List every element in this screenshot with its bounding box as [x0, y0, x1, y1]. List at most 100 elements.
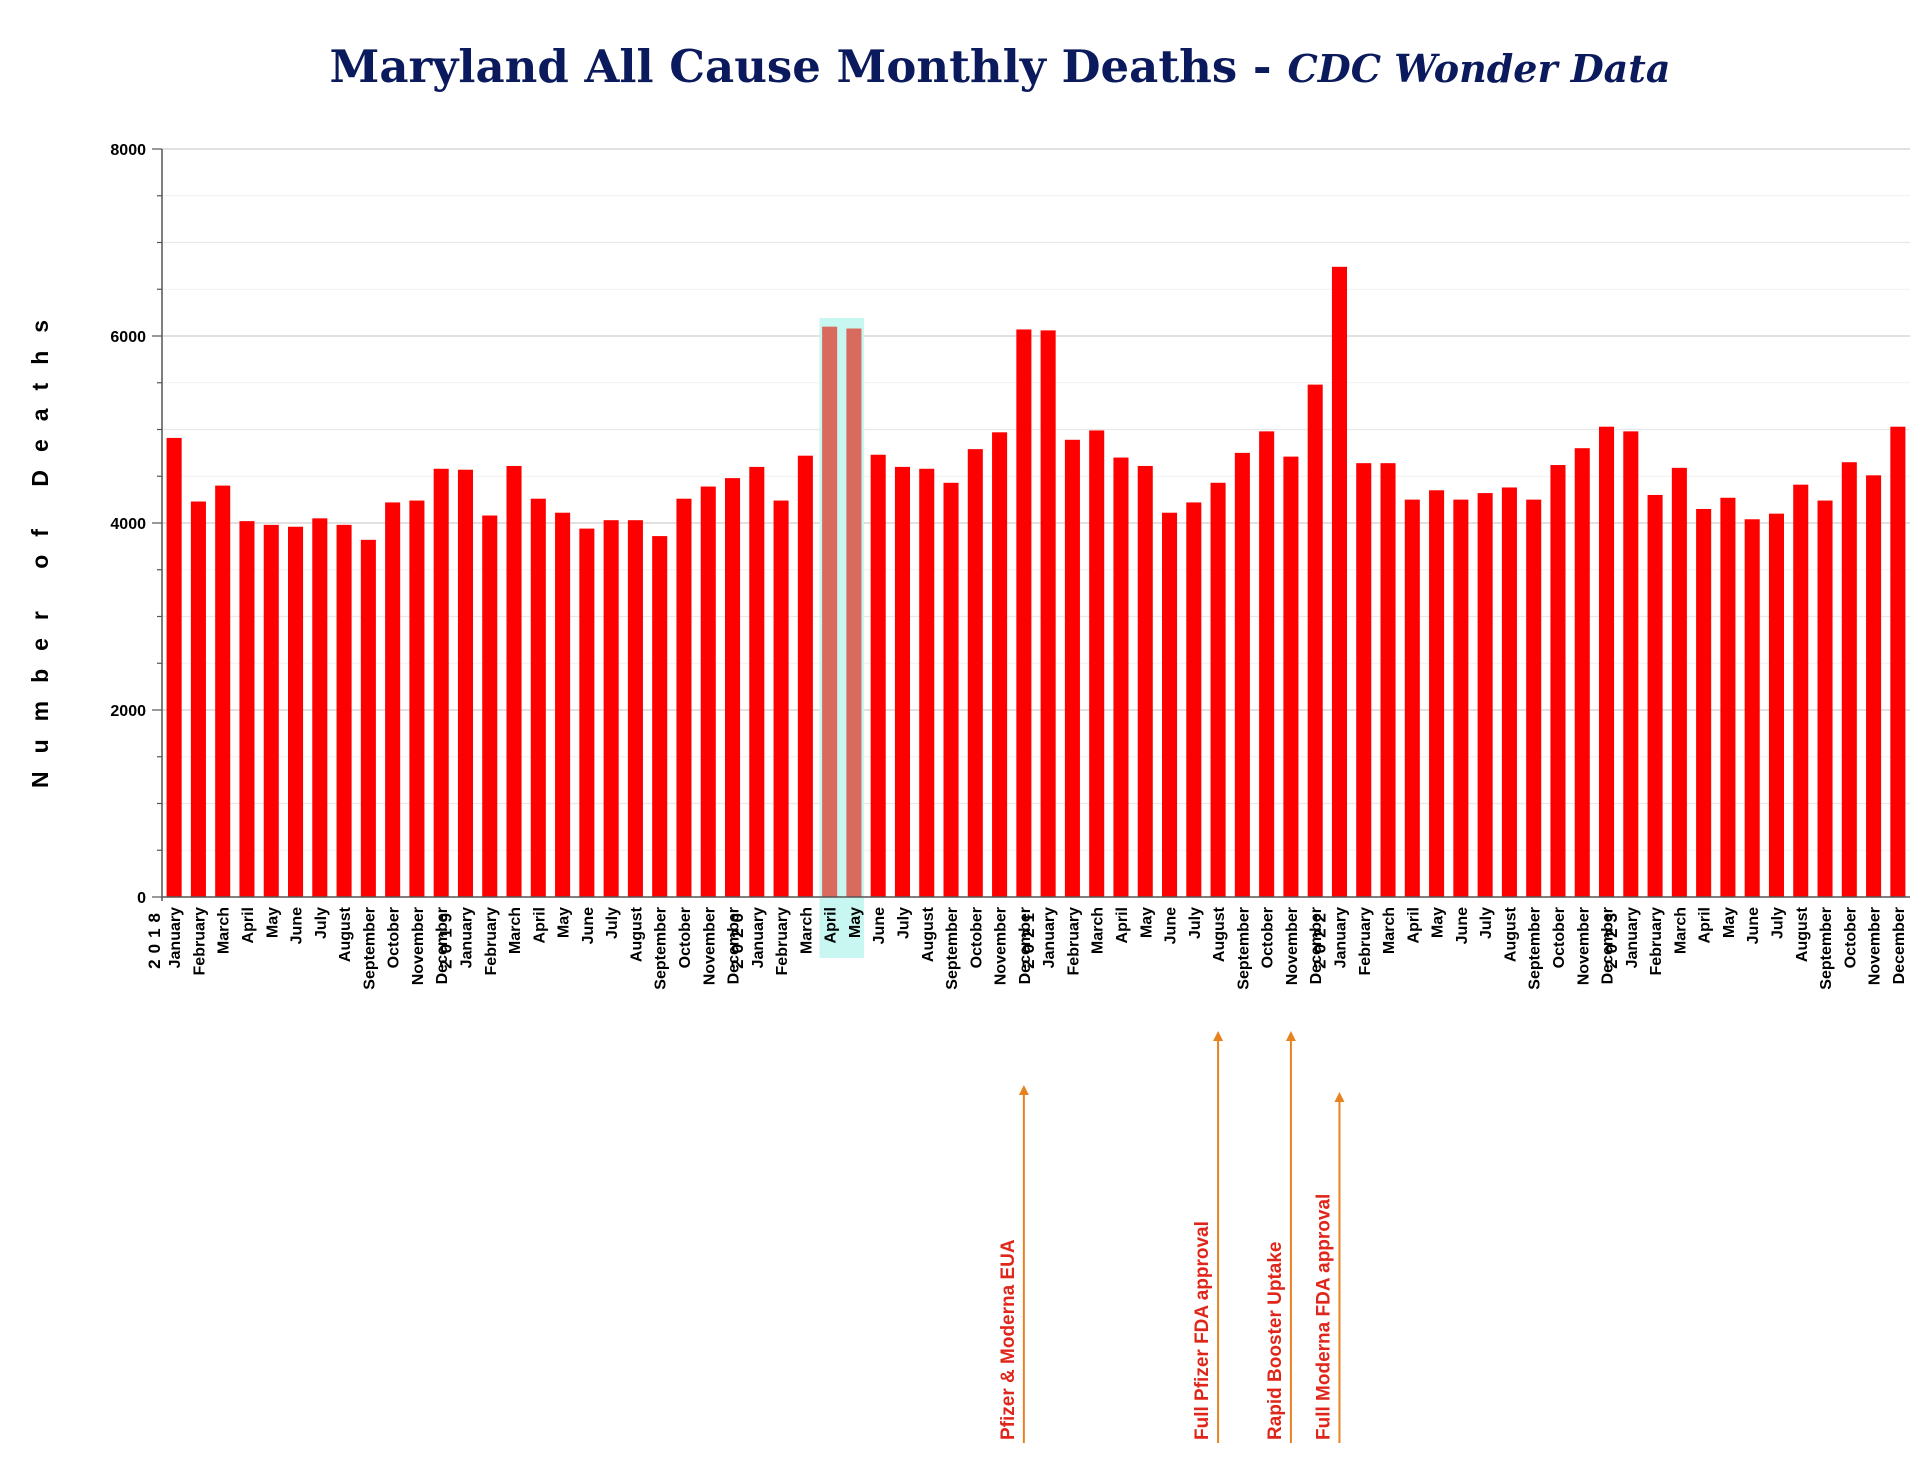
- bar: [943, 482, 959, 897]
- x-tick-label: February: [774, 907, 791, 976]
- year-label: 2022: [1310, 907, 1329, 969]
- bar: [1477, 493, 1493, 897]
- bar: [166, 437, 182, 897]
- x-tick-label: July: [604, 907, 621, 939]
- x-tick-label: February: [1648, 907, 1665, 976]
- x-tick-label: April: [531, 907, 548, 943]
- x-tick-label: November: [701, 907, 718, 985]
- year-label: 2018: [145, 907, 164, 969]
- x-tick-label: October: [677, 907, 694, 968]
- x-tick-label: August: [628, 906, 645, 962]
- bar: [288, 526, 304, 897]
- x-tick-label: March: [216, 907, 233, 954]
- x-tick-label: August: [1211, 906, 1228, 962]
- x-tick-label: March: [798, 907, 815, 954]
- bar: [725, 478, 741, 897]
- bar: [1817, 500, 1833, 897]
- x-tick-label: December: [1308, 907, 1325, 984]
- x-tick-label: December: [434, 907, 451, 984]
- x-tick-label: February: [191, 907, 208, 976]
- bar: [1671, 467, 1687, 897]
- bar: [385, 502, 401, 897]
- annotation-arrowhead: [1285, 1031, 1296, 1041]
- x-tick-label: October: [386, 907, 403, 968]
- x-tick-label: May: [1430, 907, 1447, 938]
- bar: [1064, 439, 1080, 897]
- bar: [1331, 266, 1347, 897]
- annotation-label: Rapid Booster Uptake: [1265, 1242, 1286, 1440]
- bar: [967, 449, 983, 897]
- y-tick-label: 4000: [110, 516, 146, 533]
- x-tick-label: January: [1624, 907, 1641, 968]
- x-tick-label: October: [1842, 907, 1859, 968]
- bar: [627, 520, 643, 897]
- x-tick-label: September: [1235, 907, 1252, 990]
- y-axis-label: Number of Deaths: [27, 302, 53, 788]
- bar: [555, 512, 571, 897]
- chart-title-main: Maryland All Cause Monthly Deaths -: [330, 40, 1272, 93]
- x-tick-label: November: [1284, 907, 1301, 985]
- bar: [749, 466, 765, 897]
- bar: [1744, 519, 1760, 897]
- bar: [846, 328, 862, 897]
- bar: [457, 469, 473, 897]
- x-tick-label: December: [1017, 907, 1034, 984]
- x-tick-label: November: [1575, 907, 1592, 985]
- bar: [797, 455, 813, 897]
- bar: [1089, 430, 1105, 897]
- bar: [1380, 463, 1396, 897]
- axes: [152, 148, 1910, 901]
- year-label: 2023: [1602, 907, 1621, 969]
- bar: [992, 432, 1008, 897]
- x-tick-labels: January February March April May June July Augu…: [167, 906, 1908, 989]
- x-tick-label: June: [289, 907, 306, 944]
- x-tick-label: October: [1260, 907, 1277, 968]
- y-tick-label: 2000: [110, 703, 146, 720]
- bar: [1113, 457, 1129, 897]
- bar: [312, 518, 328, 897]
- chart-title-subtitle: CDC Wonder Data: [1288, 46, 1671, 91]
- x-tick-label: June: [1454, 907, 1471, 944]
- bars: [166, 266, 1906, 898]
- bar: [1623, 431, 1639, 897]
- x-tick-label: September: [1527, 907, 1544, 990]
- x-tick-label: April: [1114, 907, 1131, 943]
- year-label: 2020: [728, 907, 747, 969]
- y-tick-labels: 0 2000 4000 6000 8000: [110, 142, 146, 907]
- x-tick-label: June: [1745, 907, 1762, 944]
- annotation-label: Pfizer & Moderna EUA: [998, 1239, 1019, 1440]
- x-tick-label: December: [1600, 907, 1617, 984]
- bar: [433, 468, 449, 897]
- chart-title: Maryland All Cause Monthly Deaths - CDC …: [330, 40, 1671, 93]
- bar: [1307, 384, 1323, 897]
- bar: [239, 521, 255, 897]
- gridlines: [162, 148, 1910, 851]
- bar: [482, 515, 498, 897]
- annotations: Pfizer & Moderna EUA Full Pfizer FDA appr…: [998, 1031, 1345, 1443]
- bar: [1526, 499, 1542, 897]
- x-tick-label: May: [847, 907, 864, 938]
- bar: [773, 500, 789, 897]
- bar: [1137, 465, 1153, 897]
- bar: [1550, 465, 1566, 897]
- y-tick-label: 6000: [110, 329, 146, 346]
- y-tick-label: 0: [137, 890, 146, 907]
- x-tick-label: November: [993, 907, 1010, 985]
- bar: [1283, 456, 1299, 897]
- bar: [190, 501, 206, 897]
- annotation-arrowhead: [1334, 1092, 1345, 1102]
- bar: [1210, 482, 1226, 897]
- x-tick-label: July: [1478, 907, 1495, 939]
- annotation-label: Full Moderna FDA approval: [1313, 1194, 1334, 1440]
- x-tick-label: August: [337, 906, 354, 962]
- x-tick-label: January: [167, 907, 184, 968]
- x-tick-label: July: [1187, 907, 1204, 939]
- bar: [336, 524, 352, 897]
- x-tick-label: July: [895, 907, 912, 939]
- bar: [360, 539, 376, 897]
- bar: [919, 468, 935, 897]
- x-tick-label: April: [823, 907, 840, 943]
- bar: [215, 485, 231, 897]
- bar: [1429, 490, 1445, 897]
